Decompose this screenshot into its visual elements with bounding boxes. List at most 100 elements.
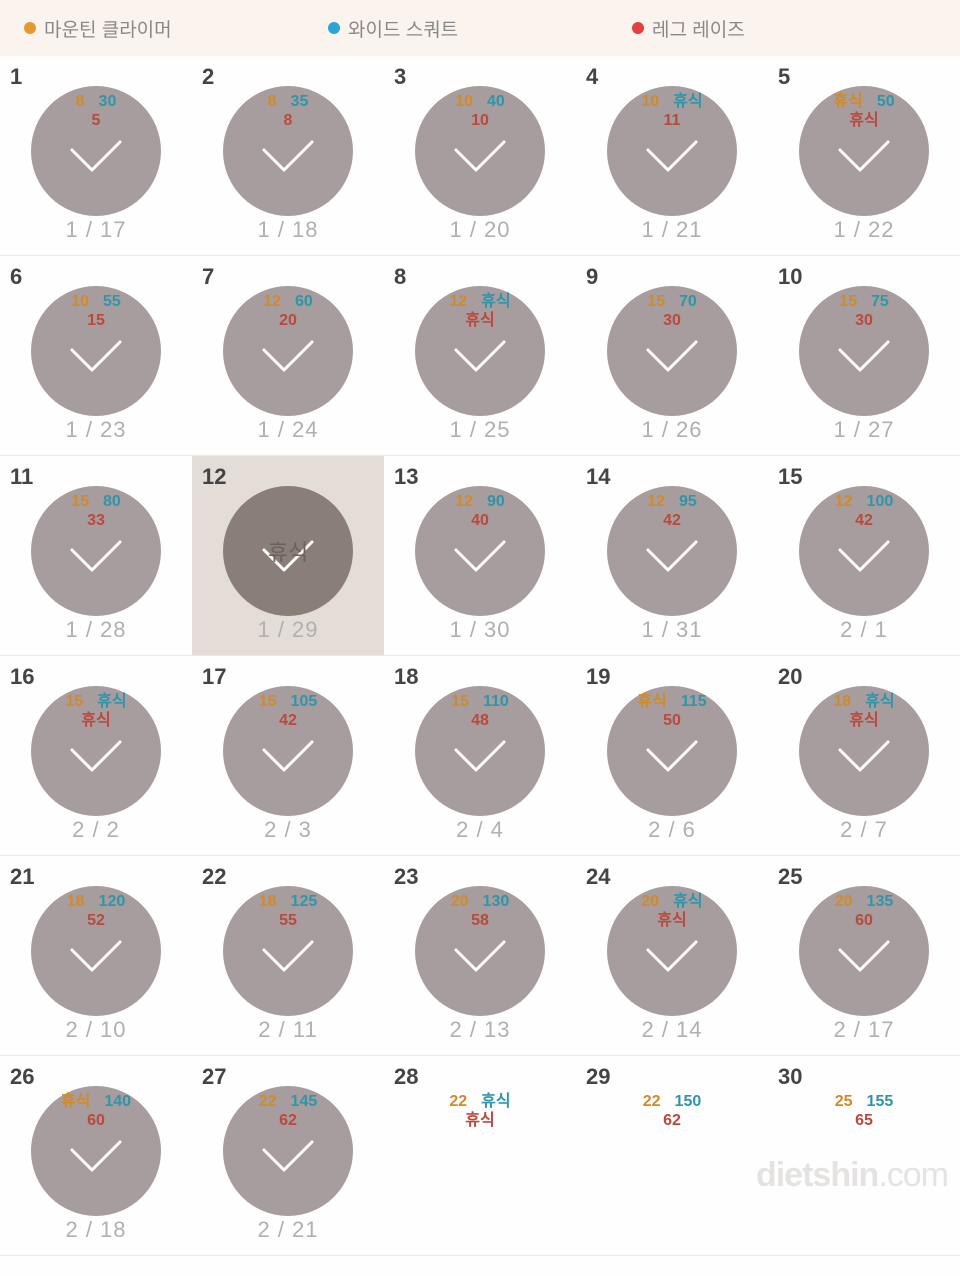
day-values: 22휴식휴식 [415, 1092, 545, 1130]
legend-item-1: 마운틴 클라이머 [24, 15, 328, 42]
day-cell-6[interactable]: 61055151 / 23 [0, 256, 192, 456]
day-values: 12휴식휴식 [415, 292, 545, 330]
day-cell-28[interactable]: 2822휴식휴식 [384, 1056, 576, 1256]
day-cell-21[interactable]: 2118120522 / 10 [0, 856, 192, 1056]
date-label: 1 / 21 [576, 217, 768, 243]
day-cell-1[interactable]: 183051 / 17 [0, 56, 192, 256]
value-b: 휴식 [673, 892, 702, 911]
day-cell-12[interactable]: 12휴식1 / 29 [192, 456, 384, 656]
day-values: 휴식11550 [607, 692, 737, 730]
day-cell-11[interactable]: 111580331 / 28 [0, 456, 192, 656]
value-c: 60 [87, 1111, 105, 1130]
day-values: 2013058 [415, 892, 545, 930]
day-values: 10휴식11 [607, 92, 737, 130]
rest-label: 휴식 [268, 535, 308, 567]
date-label: 2 / 1 [768, 617, 960, 643]
day-cell-15[interactable]: 151210042 2 / 1 [768, 456, 960, 656]
day-number: 3 [394, 64, 406, 90]
value-a: 18 [259, 892, 277, 911]
value-a: 25 [835, 1092, 853, 1111]
day-cell-22[interactable]: 2218125552 / 11 [192, 856, 384, 1056]
value-b: 휴식 [97, 692, 126, 711]
day-values: 8305 [31, 92, 161, 130]
day-cell-3[interactable]: 31040101 / 20 [384, 56, 576, 256]
value-b: 95 [679, 492, 697, 511]
day-cell-14[interactable]: 141295421 / 31 [576, 456, 768, 656]
value-c: 휴식 [465, 1111, 494, 1130]
day-number: 25 [778, 864, 802, 890]
check-icon [642, 336, 702, 376]
date-label: 1 / 31 [576, 617, 768, 643]
value-b: 135 [867, 892, 894, 911]
day-cell-25[interactable]: 2520135602 / 17 [768, 856, 960, 1056]
day-number: 5 [778, 64, 790, 90]
day-values: 20 13560 [799, 892, 929, 930]
check-icon [66, 1136, 126, 1176]
day-cell-5[interactable]: 5휴식50휴식1 / 22 [768, 56, 960, 256]
day-cell-13[interactable]: 131290401 / 30 [384, 456, 576, 656]
day-cell-16[interactable]: 1615휴식휴식2 / 2 [0, 656, 192, 856]
date-label: 1 / 17 [0, 217, 192, 243]
day-cell-19[interactable]: 19휴식11550 2 / 6 [576, 656, 768, 856]
value-a: 12 [455, 492, 473, 511]
day-cell-17[interactable]: 1715105422 / 3 [192, 656, 384, 856]
value-c: 30 [663, 311, 681, 330]
day-number: 27 [202, 1064, 226, 1090]
value-a: 18 [67, 892, 85, 911]
value-c: 20 [279, 311, 297, 330]
day-cell-26[interactable]: 26휴식140602 / 18 [0, 1056, 192, 1256]
check-icon [642, 136, 702, 176]
day-cell-8[interactable]: 812휴식휴식1 / 25 [384, 256, 576, 456]
day-values: 1210042 [799, 492, 929, 530]
day-values: 2214562 [223, 1092, 353, 1130]
day-cell-7[interactable]: 71260201 / 24 [192, 256, 384, 456]
day-number: 14 [586, 464, 610, 490]
day-number: 19 [586, 664, 610, 690]
day-cell-23[interactable]: 2320130582 / 13 [384, 856, 576, 1056]
day-number: 10 [778, 264, 802, 290]
day-values: 157530 [799, 292, 929, 330]
value-c: 휴식 [465, 311, 494, 330]
check-icon [66, 736, 126, 776]
value-a: 15 [65, 692, 83, 711]
value-c: 58 [471, 911, 489, 930]
value-c: 5 [92, 111, 101, 130]
day-cell-10[interactable]: 101575301 / 27 [768, 256, 960, 456]
check-icon [834, 536, 894, 576]
progress-circle: 휴식 [223, 486, 353, 616]
value-c: 40 [471, 511, 489, 530]
day-cell-27[interactable]: 2722145622 / 21 [192, 1056, 384, 1256]
value-c: 42 [663, 511, 681, 530]
value-b: 90 [487, 492, 505, 511]
legend-label-3: 레그 레이즈 [652, 15, 745, 42]
day-values: 15휴식휴식 [31, 692, 161, 730]
value-b: 휴식 [865, 692, 894, 711]
date-label: 2 / 10 [0, 1017, 192, 1043]
value-c: 60 [855, 911, 873, 930]
day-cell-24[interactable]: 2420휴식휴식2 / 14 [576, 856, 768, 1056]
day-cell-9[interactable]: 91570301 / 26 [576, 256, 768, 456]
value-c: 휴식 [81, 711, 110, 730]
value-b: 50 [877, 92, 895, 111]
date-label: 1 / 25 [384, 417, 576, 443]
value-a: 20 [451, 892, 469, 911]
legend-bar: 마운틴 클라이머 와이드 스쿼트 레그 레이즈 [0, 0, 960, 56]
value-c: 62 [663, 1111, 681, 1130]
day-number: 20 [778, 664, 802, 690]
value-a: 20 [835, 892, 853, 911]
legend-dot-1 [24, 22, 36, 34]
day-cell-4[interactable]: 410휴식111 / 21 [576, 56, 768, 256]
day-cell-30[interactable]: 302515565dietshin.com [768, 1056, 960, 1256]
value-c: 48 [471, 711, 489, 730]
day-number: 16 [10, 664, 34, 690]
day-cell-29[interactable]: 292215062 [576, 1056, 768, 1256]
day-number: 15 [778, 464, 802, 490]
day-cell-20[interactable]: 2018휴식휴식2 / 7 [768, 656, 960, 856]
value-a: 15 [451, 692, 469, 711]
day-cell-2[interactable]: 283581 / 18 [192, 56, 384, 256]
legend-item-3: 레그 레이즈 [632, 15, 936, 42]
day-cell-18[interactable]: 1815110482 / 4 [384, 656, 576, 856]
day-values: 104010 [415, 92, 545, 130]
date-label: 2 / 6 [576, 817, 768, 843]
day-number: 7 [202, 264, 214, 290]
